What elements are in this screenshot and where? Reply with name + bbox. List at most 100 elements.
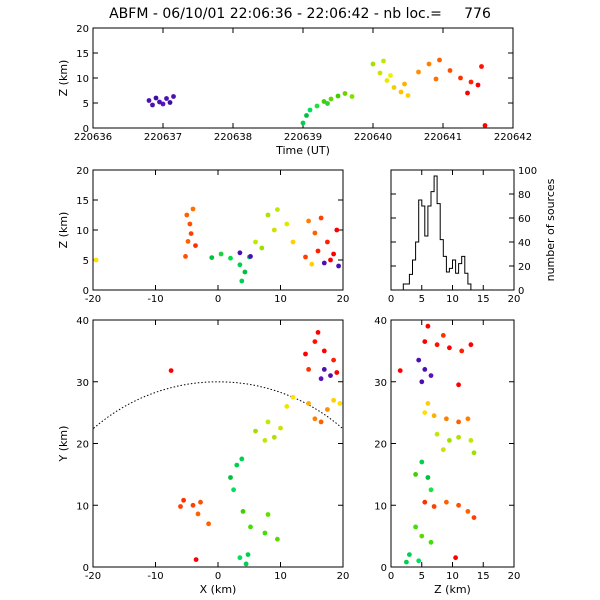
source-point (425, 401, 431, 406)
source-point (321, 348, 327, 354)
source-point (234, 462, 240, 468)
y-tick-label: 20 (76, 166, 89, 177)
y-tick-label: 30 (374, 378, 387, 389)
x-tick-label: -20 (85, 294, 101, 305)
y-tick-label: 100 (518, 166, 537, 177)
y-axis-label: number of sources (544, 178, 557, 281)
source-point (306, 401, 311, 406)
y-tick-label: 40 (374, 316, 387, 327)
figure-title: ABFM - 06/10/01 22:06:36 - 22:06:42 - nb… (109, 6, 491, 22)
x-tick-label: 20 (508, 294, 521, 305)
x-tick-label: 20 (337, 571, 350, 582)
source-point (160, 101, 166, 107)
data-layer (93, 330, 343, 567)
source-point (315, 248, 321, 254)
source-point (312, 339, 318, 344)
source-point (335, 93, 341, 99)
source-point (422, 499, 428, 505)
x-tick-label: 220641 (424, 132, 462, 143)
source-point (265, 212, 271, 218)
source-point (228, 475, 233, 480)
source-point (253, 428, 258, 434)
x-tick-label: 15 (477, 294, 490, 305)
source-point (237, 250, 243, 256)
source-point (262, 530, 268, 536)
x-tick-label: 15 (477, 571, 490, 582)
source-point (307, 107, 313, 113)
x-tick-label: 220637 (144, 132, 182, 143)
y-tick-label: 0 (83, 563, 89, 574)
source-point (397, 368, 403, 373)
source-point (321, 260, 327, 266)
source-point (306, 367, 311, 372)
source-point (419, 533, 425, 539)
source-point (422, 410, 428, 415)
source-point (303, 351, 308, 357)
x-tick-label: 20 (508, 571, 521, 582)
source-point (328, 373, 333, 378)
y-tick-label: 40 (518, 238, 531, 249)
source-point (265, 419, 271, 425)
y-tick-label: 5 (83, 256, 89, 267)
source-point (278, 425, 283, 431)
x-tick-label: 5 (419, 294, 425, 305)
y-tick-label: 20 (76, 440, 89, 451)
source-point (381, 58, 386, 64)
y-tick-label: 60 (518, 214, 531, 225)
source-point (426, 61, 432, 67)
source-point (336, 263, 341, 269)
source-point (334, 227, 340, 233)
source-point (262, 438, 268, 443)
source-point (146, 98, 152, 103)
source-point (425, 323, 431, 329)
source-point (440, 333, 446, 338)
source-point (245, 552, 251, 557)
source-point (171, 94, 176, 99)
source-point (314, 103, 320, 109)
source-point (150, 102, 155, 108)
y-tick-label: 0 (83, 124, 89, 135)
source-point (342, 91, 348, 96)
source-point (465, 90, 470, 96)
source-point (303, 254, 308, 260)
source-point (370, 61, 376, 67)
y-tick-label: 40 (76, 316, 89, 327)
source-point (206, 521, 212, 527)
source-point (157, 99, 162, 105)
x-tick-label: -20 (85, 571, 101, 582)
source-point (188, 231, 194, 237)
source-point (193, 243, 198, 249)
source-point (402, 81, 407, 87)
x-tick-label: 10 (274, 571, 287, 582)
source-point (309, 261, 315, 267)
source-point (242, 269, 248, 275)
y-tick-label: 0 (381, 563, 387, 574)
source-point (167, 100, 173, 105)
source-point (190, 206, 196, 212)
source-point (413, 524, 418, 530)
y-axis-label: Y (km) (57, 426, 70, 463)
y-tick-label: 20 (76, 24, 89, 35)
histogram-line (402, 175, 472, 290)
source-point (190, 502, 196, 508)
x-tick-label: 5 (419, 571, 425, 582)
source-point (304, 113, 309, 118)
source-point (456, 434, 461, 440)
source-point (349, 94, 355, 99)
plot-frame (390, 169, 515, 291)
source-point (407, 552, 412, 557)
source-point (284, 404, 290, 409)
source-point (228, 255, 233, 261)
x-tick-label: 20 (337, 294, 350, 305)
y-tick-label: 10 (374, 501, 387, 512)
source-point (433, 76, 439, 82)
source-point (471, 450, 477, 456)
source-point (237, 555, 243, 561)
source-point (153, 95, 159, 101)
x-tick-label: 0 (215, 571, 221, 582)
source-point (388, 73, 393, 78)
y-tick-label: 10 (76, 226, 89, 237)
x-tick-label: 220642 (494, 132, 532, 143)
source-point (447, 68, 453, 73)
